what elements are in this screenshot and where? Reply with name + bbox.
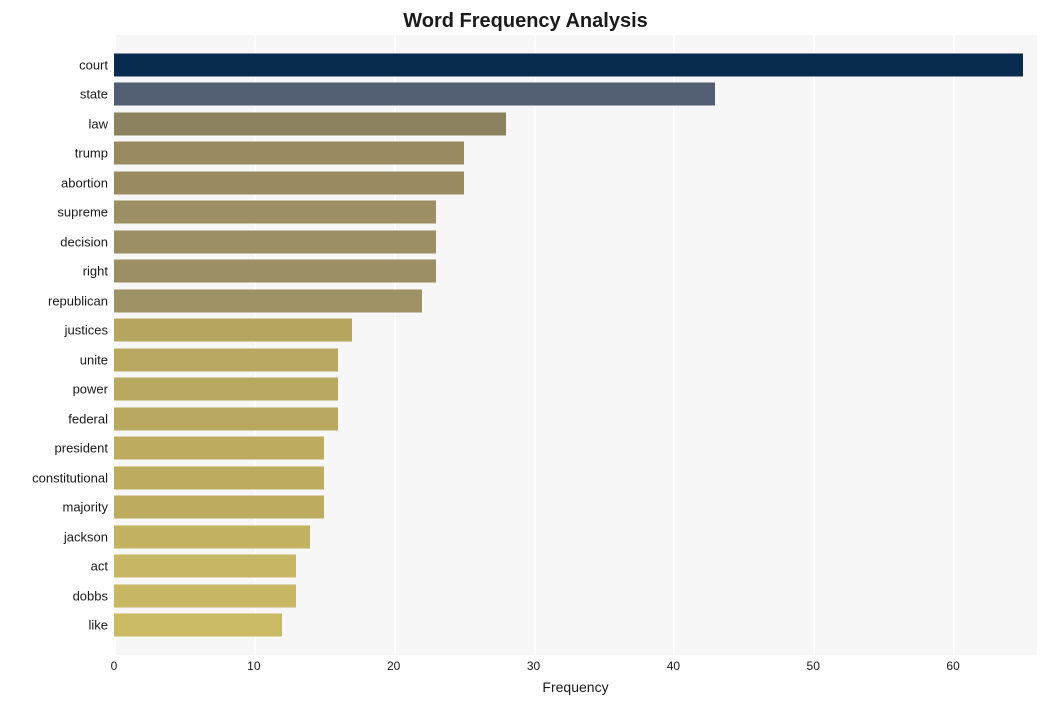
y-tick-label: constitutional bbox=[32, 470, 108, 485]
x-tick-label: 10 bbox=[247, 659, 260, 673]
x-tick-label: 0 bbox=[111, 659, 118, 673]
y-tick-label: decision bbox=[60, 234, 108, 249]
bar bbox=[114, 171, 464, 194]
y-tick-label: right bbox=[83, 264, 108, 279]
bar-row bbox=[114, 375, 1037, 405]
bar bbox=[114, 260, 436, 283]
bar bbox=[114, 201, 436, 224]
y-axis: court state law trump abortion supreme decisio… bbox=[14, 35, 114, 655]
bar-row bbox=[114, 256, 1037, 286]
x-axis-label: Frequency bbox=[542, 679, 608, 695]
y-tick-label: dobbs bbox=[73, 588, 108, 603]
y-tick-label: like bbox=[88, 618, 108, 633]
y-tick-label: abortion bbox=[61, 175, 108, 190]
y-tick-label: unite bbox=[80, 352, 108, 367]
bar bbox=[114, 348, 338, 371]
bar-row bbox=[114, 50, 1037, 80]
bar bbox=[114, 525, 310, 548]
bar-row bbox=[114, 315, 1037, 345]
y-tick-label: court bbox=[79, 57, 108, 72]
x-tick-label: 40 bbox=[667, 659, 680, 673]
word-frequency-chart: Word Frequency Analysis court state law tru… bbox=[0, 0, 1051, 701]
y-tick-label: republican bbox=[48, 293, 108, 308]
bar bbox=[114, 378, 338, 401]
bar bbox=[114, 555, 296, 578]
bar-row bbox=[114, 404, 1037, 434]
bar-row bbox=[114, 197, 1037, 227]
y-tick-label: supreme bbox=[57, 205, 108, 220]
x-tick-label: 30 bbox=[527, 659, 540, 673]
bar-row bbox=[114, 168, 1037, 198]
bar-row bbox=[114, 79, 1037, 109]
y-tick-label: act bbox=[91, 559, 108, 574]
bar bbox=[114, 407, 338, 430]
bar-row bbox=[114, 493, 1037, 523]
bar-row bbox=[114, 581, 1037, 611]
x-tick-label: 60 bbox=[946, 659, 959, 673]
bars-region bbox=[114, 35, 1037, 655]
bar bbox=[114, 289, 422, 312]
bar-row bbox=[114, 611, 1037, 641]
y-tick-label: trump bbox=[75, 146, 108, 161]
bar-row bbox=[114, 345, 1037, 375]
bar-row bbox=[114, 522, 1037, 552]
x-axis: Frequency 0 10 20 30 40 50 60 bbox=[114, 655, 1037, 695]
y-tick-label: federal bbox=[68, 411, 108, 426]
bar bbox=[114, 584, 296, 607]
bar-row bbox=[114, 227, 1037, 257]
y-tick-label: justices bbox=[65, 323, 108, 338]
x-tick-label: 50 bbox=[807, 659, 820, 673]
bar bbox=[114, 83, 715, 106]
bar bbox=[114, 437, 324, 460]
bar bbox=[114, 53, 1023, 76]
bar bbox=[114, 614, 282, 637]
bar-row bbox=[114, 138, 1037, 168]
y-tick-label: president bbox=[55, 441, 108, 456]
bar bbox=[114, 142, 464, 165]
y-tick-label: state bbox=[80, 87, 108, 102]
bar bbox=[114, 112, 506, 135]
y-tick-label: power bbox=[73, 382, 108, 397]
bar-row bbox=[114, 434, 1037, 464]
bar bbox=[114, 496, 324, 519]
x-tick-label: 20 bbox=[387, 659, 400, 673]
chart-title: Word Frequency Analysis bbox=[14, 10, 1037, 33]
bar-row bbox=[114, 463, 1037, 493]
bar-row bbox=[114, 109, 1037, 139]
bar bbox=[114, 466, 324, 489]
bar bbox=[114, 319, 352, 342]
y-tick-label: jackson bbox=[64, 529, 108, 544]
bar bbox=[114, 230, 436, 253]
bar-row bbox=[114, 552, 1037, 582]
bar-row bbox=[114, 286, 1037, 316]
plot-area: court state law trump abortion supreme decisio… bbox=[14, 35, 1037, 655]
y-tick-label: law bbox=[88, 116, 108, 131]
y-tick-label: majority bbox=[62, 500, 108, 515]
